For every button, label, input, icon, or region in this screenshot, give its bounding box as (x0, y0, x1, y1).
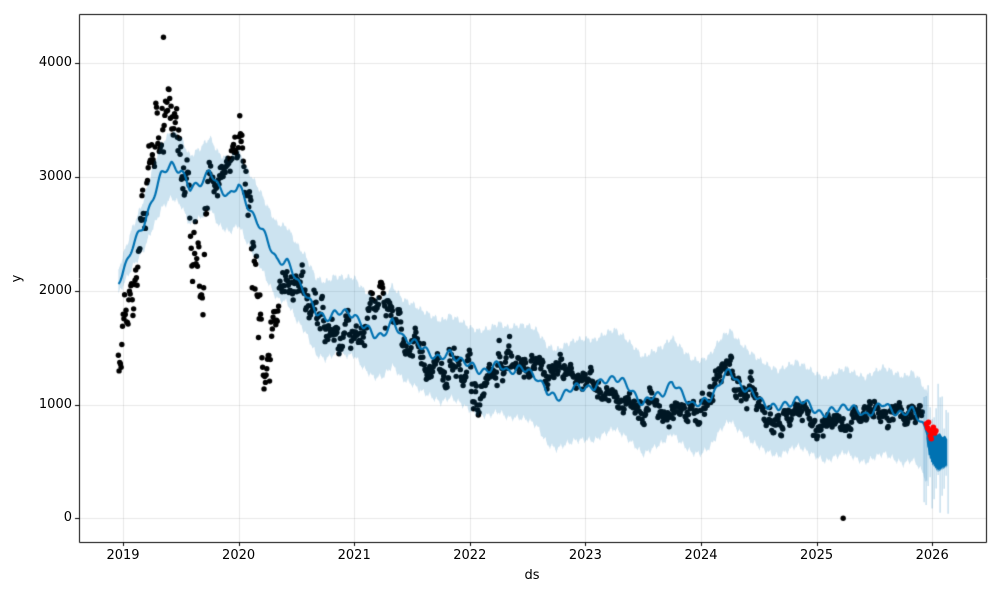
x-tick-label: 2022 (453, 548, 487, 563)
x-tick-label: 2019 (106, 548, 140, 563)
y-axis-label: y (9, 274, 25, 283)
y-tick-label: 4000 (38, 55, 72, 71)
x-tick-label: 2024 (684, 548, 718, 563)
y-tick-label: 0 (63, 510, 72, 526)
y-tick-label: 1000 (38, 396, 72, 412)
y-tick-label: 3000 (38, 169, 72, 185)
x-tick-label: 2020 (222, 548, 256, 563)
x-tick-label: 2026 (915, 548, 949, 563)
x-axis-label: ds (524, 568, 540, 583)
x-tick-label: 2021 (337, 548, 371, 563)
x-tick-label: 2025 (800, 548, 834, 563)
x-tick-label: 2023 (568, 548, 602, 563)
y-tick-label: 2000 (38, 282, 72, 298)
